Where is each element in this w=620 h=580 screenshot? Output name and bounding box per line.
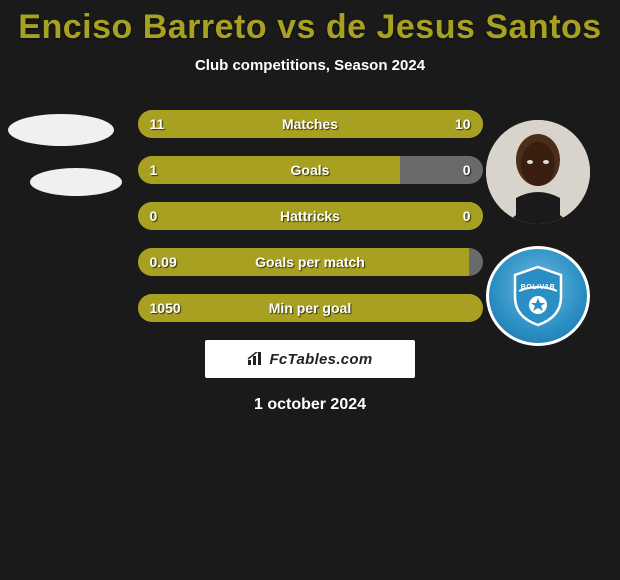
stat-row: 1110Matches [138,110,483,138]
page-title: Enciso Barreto vs de Jesus Santos [0,8,620,47]
right-player-avatar [486,120,590,224]
stat-label: Matches [138,110,483,138]
shield-icon: BOLIVAR [511,265,565,327]
stat-label: Goals per match [138,248,483,276]
branding-badge: FcTables.com [205,340,415,378]
right-club-logo: BOLIVAR [486,246,590,346]
date-text: 1 october 2024 [0,396,620,414]
stat-row: 10Goals [138,156,483,184]
svg-text:BOLIVAR: BOLIVAR [521,284,555,291]
stat-rows: 1110Matches 10Goals 00Hattricks 0.09Goals p… [138,110,483,322]
stat-row: 00Hattricks [138,202,483,230]
stat-label: Min per goal [138,294,483,322]
branding-text: FcTables.com [269,351,372,368]
left-club-logo-placeholder [30,168,122,196]
bars-icon [247,352,263,366]
left-avatar-stack [8,114,128,218]
left-player-avatar-placeholder [8,114,114,146]
stat-label: Hattricks [138,202,483,230]
subtitle: Club competitions, Season 2024 [0,57,620,74]
stat-row: 1050Min per goal [138,294,483,322]
stat-label: Goals [138,156,483,184]
right-avatar-stack: BOLIVAR [486,120,596,346]
stat-row: 0.09Goals per match [138,248,483,276]
